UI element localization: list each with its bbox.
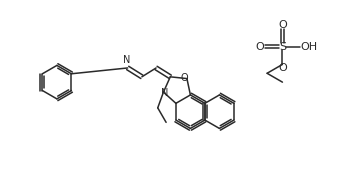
Text: N: N <box>123 55 130 65</box>
Text: O: O <box>278 63 287 73</box>
Text: OH: OH <box>300 42 318 52</box>
Text: O: O <box>278 20 287 30</box>
Text: O: O <box>180 73 188 83</box>
Text: S: S <box>279 42 286 52</box>
Text: N: N <box>161 88 168 98</box>
Text: O: O <box>256 42 264 52</box>
